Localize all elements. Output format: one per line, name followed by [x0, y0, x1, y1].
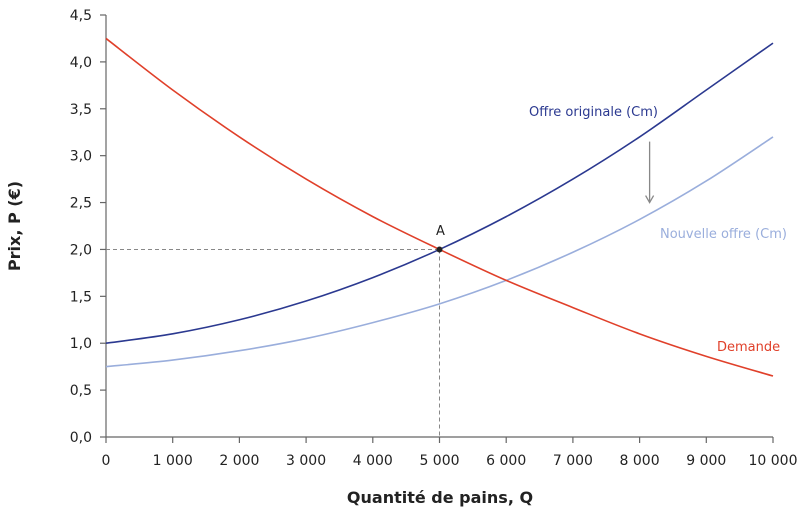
y-tick-label: 2,5: [70, 196, 92, 212]
x-tick-label: 0: [102, 453, 111, 469]
point-a-marker: [436, 246, 443, 253]
x-axis-title: Quantité de pains, Q: [347, 488, 533, 507]
y-tick-label: 4,0: [70, 55, 92, 71]
x-tick-label: 7 000: [553, 453, 593, 469]
y-tick-label: 4,5: [70, 8, 92, 24]
y-tick-label: 3,0: [70, 149, 92, 165]
tick-labels: 0,0 0,5 1,0 1,5 2,0 2,5 3,0 3,5 4,0 4,5 0 1 000 2 00…: [70, 8, 798, 469]
label-demande: Demande: [717, 340, 780, 355]
y-tick-label: 1,0: [70, 336, 92, 352]
y-tick-label: 0,5: [70, 383, 92, 399]
x-tick-label: 10 000: [749, 453, 798, 469]
x-tick-label: 8 000: [620, 453, 660, 469]
y-tick-label: 1,5: [70, 289, 92, 305]
point-a-label: A: [436, 224, 445, 239]
y-tick-label: 2,0: [70, 242, 92, 258]
curves: [105, 37, 774, 377]
x-tick-label: 5 000: [419, 453, 459, 469]
label-offre-originale: Offre originale (Cm): [529, 105, 658, 120]
x-tick-label: 9 000: [686, 453, 726, 469]
x-tick-label: 1 000: [153, 453, 193, 469]
guide-lines: [106, 248, 440, 437]
y-axis-title: Prix, P (€): [5, 181, 24, 271]
x-tick-label: 3 000: [286, 453, 326, 469]
demande-curve: [105, 37, 774, 377]
offre-originale-curve: [105, 42, 774, 345]
x-tick-label: 4 000: [353, 453, 393, 469]
nouvelle-offre-curve: [105, 136, 774, 368]
y-tick-label: 3,5: [70, 102, 92, 118]
y-tick-label: 0,0: [70, 430, 92, 446]
x-tick-label: 2 000: [219, 453, 259, 469]
label-nouvelle-offre: Nouvelle offre (Cm): [660, 227, 787, 242]
annotations: [436, 141, 655, 253]
x-tick-label: 6 000: [486, 453, 526, 469]
